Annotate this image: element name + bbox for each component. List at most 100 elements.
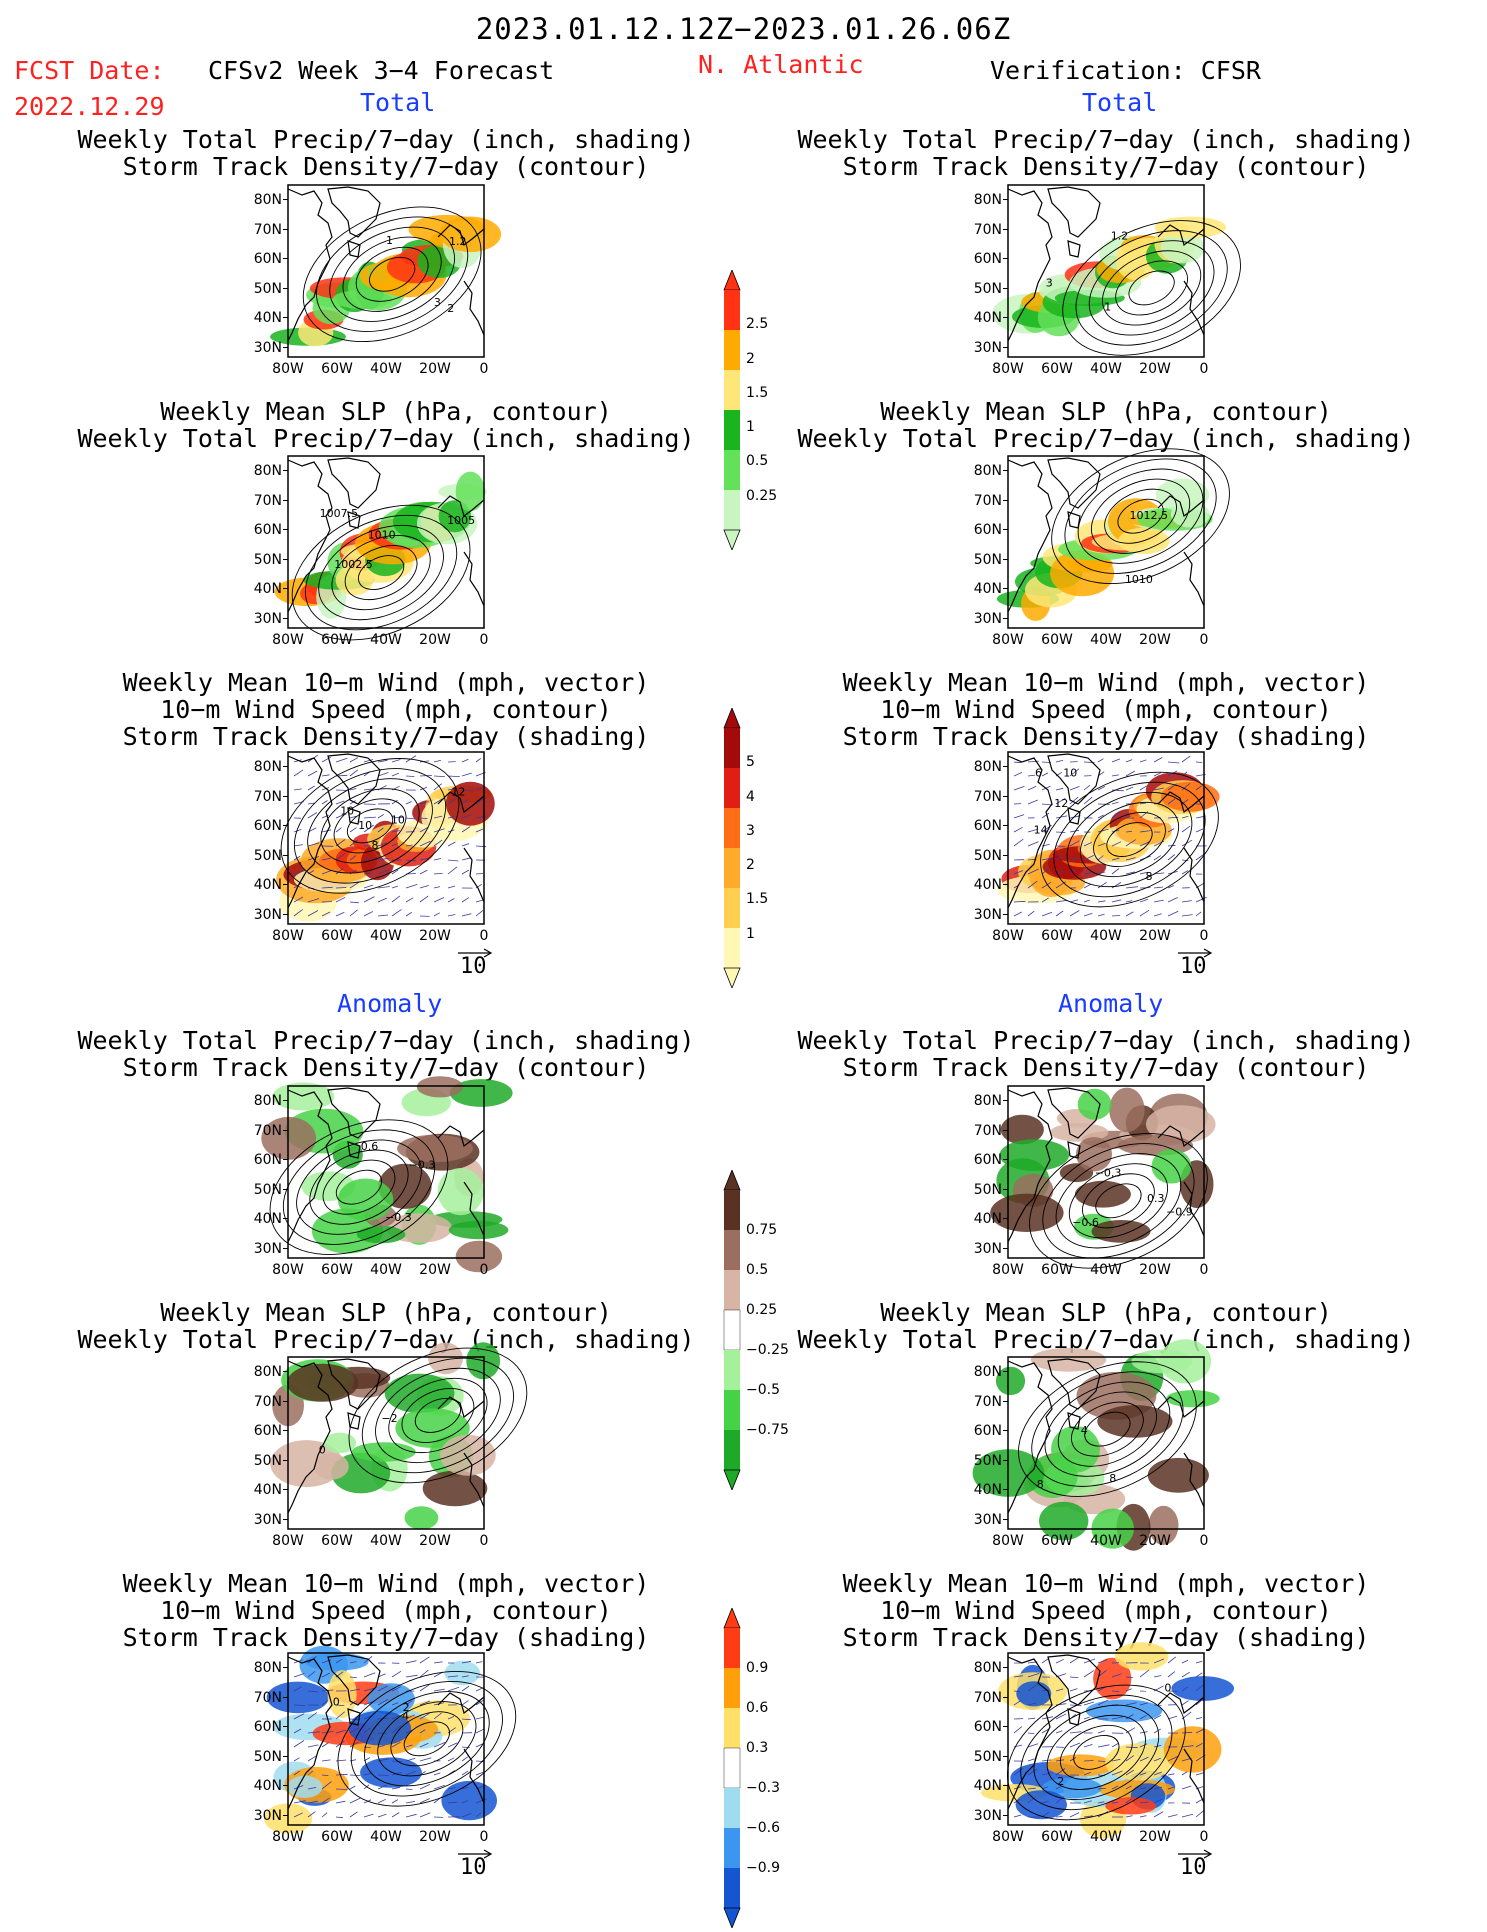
colorbar-segment: [724, 768, 740, 808]
y-tick-label: 60N: [968, 1423, 1002, 1439]
x-tick-label: 0: [1188, 1262, 1220, 1278]
y-tick-label: 60N: [248, 1719, 282, 1735]
y-tick-label: 30N: [968, 1512, 1002, 1528]
colorbar-segment: [724, 1708, 740, 1748]
y-tick-mark: [1003, 1248, 1008, 1249]
x-tick-label: 0: [468, 361, 500, 377]
y-tick-mark: [283, 1667, 288, 1668]
y-tick-mark: [1003, 1100, 1008, 1101]
storm-density-total-colorbar-graphic: [722, 708, 742, 988]
y-tick-mark: [1003, 1401, 1008, 1402]
obs-total-wind-title-line: Storm Track Density/7−day (shading): [778, 723, 1434, 750]
y-tick-mark: [1003, 258, 1008, 259]
y-tick-label: 70N: [968, 1123, 1002, 1139]
y-tick-label: 80N: [968, 759, 1002, 775]
precip-total-colorbar: [722, 270, 742, 554]
y-tick-label: 80N: [968, 463, 1002, 479]
y-tick-mark: [1003, 1371, 1008, 1372]
contour-label: 6: [1035, 767, 1042, 780]
obs-anom-precip-title-line: Weekly Total Precip/7−day (inch, shading…: [778, 1027, 1434, 1054]
y-tick-mark: [283, 1697, 288, 1698]
y-tick-label: 50N: [968, 1453, 1002, 1469]
y-tick-label: 50N: [248, 1182, 282, 1198]
shading-cell: [287, 1776, 322, 1798]
x-tick-label: 60W: [321, 1262, 353, 1278]
shading-cell: [1086, 1700, 1162, 1723]
x-tick-label: 0: [1188, 1829, 1220, 1845]
x-tick-label: 40W: [370, 928, 402, 944]
colorbar-segment: [724, 1190, 740, 1230]
x-tick-label: 40W: [1090, 361, 1122, 377]
y-tick-mark: [1003, 1430, 1008, 1431]
y-tick-label: 80N: [968, 1364, 1002, 1380]
colorbar-segment: [724, 1350, 740, 1390]
y-tick-mark: [283, 1371, 288, 1372]
y-tick-mark: [283, 317, 288, 318]
colorbar-tick-label: 2.5: [746, 316, 768, 332]
contour-label: −0.3: [385, 1211, 412, 1224]
colorbar-tick-label: 0.9: [746, 1660, 768, 1676]
y-tick-mark: [1003, 588, 1008, 589]
y-tick-mark: [1003, 1815, 1008, 1816]
colorbar-segment: [724, 1788, 740, 1828]
y-tick-label: 30N: [248, 1241, 282, 1257]
y-tick-mark: [1003, 288, 1008, 289]
x-tick-label: 20W: [419, 632, 451, 648]
contour-label: 1005: [447, 514, 475, 527]
colorbar-tick-label: −0.6: [746, 1820, 780, 1836]
y-tick-label: 30N: [248, 1512, 282, 1528]
x-tick-label: 40W: [1090, 1533, 1122, 1549]
x-tick-label: 80W: [272, 632, 304, 648]
colorbar-end-cap: [724, 1908, 740, 1928]
colorbar-segment: [724, 1270, 740, 1310]
y-tick-label: 40N: [968, 1211, 1002, 1227]
y-tick-mark: [1003, 1785, 1008, 1786]
fc-anom-wind-title-line: 10−m Wind Speed (mph, contour): [58, 1597, 714, 1624]
y-tick-mark: [1003, 470, 1008, 471]
storm-density-total-colorbar: [722, 708, 742, 992]
contour-label: 3: [1046, 277, 1053, 290]
contour-label: 8: [1146, 870, 1153, 883]
y-tick-label: 70N: [248, 1394, 282, 1410]
y-tick-mark: [283, 347, 288, 348]
y-tick-mark: [1003, 347, 1008, 348]
obs-total-slp-title-line: Weekly Mean SLP (hPa, contour): [778, 398, 1434, 425]
x-tick-label: 60W: [321, 632, 353, 648]
colorbar-segment: [724, 1390, 740, 1430]
y-tick-label: 40N: [248, 581, 282, 597]
y-tick-mark: [283, 1460, 288, 1461]
y-tick-mark: [1003, 796, 1008, 797]
obs-anom-precip-title-block: Weekly Total Precip/7−day (inch, shading…: [778, 1027, 1434, 1081]
x-tick-label: 80W: [992, 1829, 1024, 1845]
y-tick-label: 80N: [248, 463, 282, 479]
contour-label: 8: [1109, 1472, 1116, 1485]
y-tick-mark: [283, 500, 288, 501]
y-tick-label: 40N: [248, 1211, 282, 1227]
colorbar-tick-label: 2: [746, 857, 755, 873]
y-tick-label: 40N: [968, 1778, 1002, 1794]
x-tick-label: 80W: [992, 1533, 1024, 1549]
obs-total-precip-title-line: Weekly Total Precip/7−day (inch, shading…: [778, 126, 1434, 153]
y-tick-mark: [1003, 1218, 1008, 1219]
x-tick-label: 0: [468, 632, 500, 648]
y-tick-label: 60N: [968, 1152, 1002, 1168]
y-tick-label: 40N: [248, 310, 282, 326]
shading-cell: [456, 472, 485, 512]
x-tick-label: 60W: [1041, 1829, 1073, 1845]
x-tick-label: 60W: [321, 1533, 353, 1549]
y-tick-label: 60N: [968, 818, 1002, 834]
x-tick-label: 80W: [272, 928, 304, 944]
contour-label: 2: [1057, 1775, 1064, 1788]
y-tick-mark: [283, 1248, 288, 1249]
colorbar-tick-label: 1: [746, 926, 755, 942]
y-tick-mark: [283, 1130, 288, 1131]
forecast-anomaly-label: Anomaly: [337, 989, 442, 1018]
y-tick-mark: [283, 914, 288, 915]
fc-anom-slp-title-line: Weekly Total Precip/7−day (inch, shading…: [58, 1326, 714, 1353]
